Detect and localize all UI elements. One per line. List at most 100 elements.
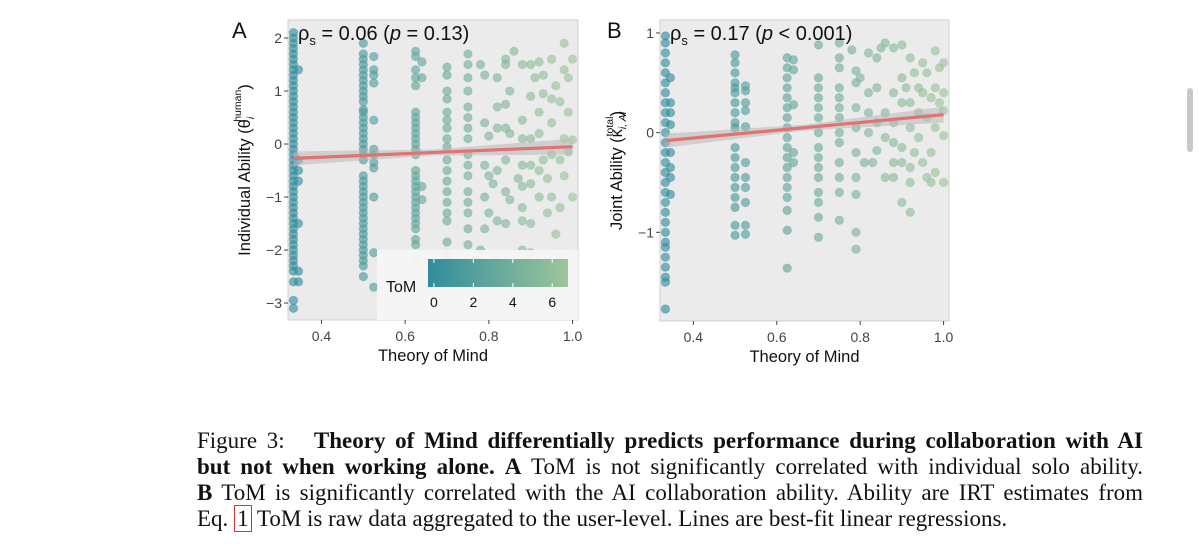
data-point xyxy=(293,176,304,186)
data-point xyxy=(479,70,490,80)
caption-line-1: Figure 3: Theory of Mind differentially … xyxy=(197,428,1143,454)
data-point xyxy=(563,107,574,117)
data-point xyxy=(442,155,452,165)
data-point xyxy=(463,112,473,123)
data-point xyxy=(938,58,949,68)
data-point xyxy=(930,46,940,56)
regression-line xyxy=(665,113,944,143)
data-point xyxy=(782,162,792,173)
caption-panel-b-label: B xyxy=(197,480,213,505)
y-tick-label: −3 xyxy=(266,295,282,311)
data-point xyxy=(665,73,676,83)
data-point xyxy=(897,98,907,108)
data-point xyxy=(660,217,671,228)
data-point xyxy=(813,93,824,103)
data-point xyxy=(782,182,792,193)
data-point xyxy=(922,68,932,78)
data-point xyxy=(834,83,845,93)
caption-tail-text: ToM is raw data aggregated to the user-l… xyxy=(251,506,1008,531)
data-point xyxy=(665,107,676,118)
data-point xyxy=(730,58,740,68)
data-point xyxy=(442,86,452,96)
data-point xyxy=(417,181,427,192)
data-points xyxy=(660,31,949,314)
data-point xyxy=(930,122,940,133)
caption-panel-b-text: ToM is significantly correlated with the… xyxy=(212,480,1143,505)
data-point xyxy=(551,81,561,91)
data-point xyxy=(782,205,792,216)
data-point xyxy=(369,163,379,173)
data-point xyxy=(538,70,548,80)
data-point xyxy=(660,262,671,272)
data-point xyxy=(410,51,421,62)
data-point xyxy=(834,53,845,63)
y-label-superscript: total xyxy=(604,117,616,137)
data-point xyxy=(782,73,792,83)
data-point xyxy=(484,171,494,181)
caption-line-3: B ToM is significantly correlated with t… xyxy=(197,480,1143,506)
data-point xyxy=(526,179,536,189)
data-point xyxy=(293,65,304,75)
data-point xyxy=(442,62,452,72)
data-point xyxy=(788,147,799,158)
data-point xyxy=(730,182,740,193)
data-point xyxy=(442,208,452,218)
data-point xyxy=(526,160,536,170)
data-point xyxy=(559,38,569,49)
plot-panel xyxy=(659,19,950,322)
data-point xyxy=(492,216,502,226)
data-point xyxy=(559,65,569,75)
regression-line xyxy=(293,145,573,160)
data-point xyxy=(834,127,845,138)
figure-label: Figure 3: xyxy=(197,428,285,453)
data-point xyxy=(730,107,740,118)
x-tick-label: 0.4 xyxy=(684,329,704,345)
annotation-value: = 0.06 ( xyxy=(316,23,390,45)
correlation-annotation: ρs = 0.06 (p = 0.13) xyxy=(298,23,469,48)
rho-symbol: ρ xyxy=(298,23,309,45)
caption-title-cont: but not when working alone. xyxy=(197,454,495,479)
data-point xyxy=(509,46,519,56)
data-point xyxy=(534,192,544,202)
data-point xyxy=(442,94,452,104)
data-point xyxy=(500,218,511,229)
data-point xyxy=(555,155,565,165)
data-point xyxy=(926,147,936,158)
y-label-superscript: human xyxy=(232,90,244,122)
data-point xyxy=(463,187,473,197)
y-tick-label: 1 xyxy=(646,25,654,41)
y-tick-label: −2 xyxy=(266,242,282,258)
data-point xyxy=(369,115,379,125)
data-point xyxy=(740,182,751,193)
data-point xyxy=(665,189,676,200)
data-point xyxy=(369,70,379,80)
data-point xyxy=(463,86,473,96)
figure-caption: Figure 3: Theory of Mind differentially … xyxy=(197,428,1143,532)
data-point xyxy=(909,147,920,158)
data-point xyxy=(863,107,874,118)
data-point xyxy=(517,160,528,170)
data-point xyxy=(897,73,907,83)
correlation-annotation: ρs = 0.17 (p < 0.001) xyxy=(670,23,852,48)
data-point xyxy=(567,54,578,64)
data-point xyxy=(863,127,874,138)
data-point xyxy=(926,177,936,188)
data-point xyxy=(517,59,528,70)
scrollbar[interactable] xyxy=(1187,88,1193,152)
data-point xyxy=(665,119,676,130)
data-point xyxy=(534,165,544,176)
data-point xyxy=(660,242,671,252)
data-point xyxy=(813,152,824,163)
data-point xyxy=(813,187,824,198)
data-point xyxy=(526,134,536,144)
equation-reference-link[interactable]: 1 xyxy=(234,505,252,532)
p-symbol: p xyxy=(761,23,773,45)
caption-line-2: but not when working alone. A ToM is not… xyxy=(197,454,1143,480)
data-point xyxy=(567,192,578,202)
data-point xyxy=(479,192,490,202)
data-point xyxy=(740,105,751,116)
data-point xyxy=(546,54,557,64)
data-point xyxy=(526,59,536,70)
data-point xyxy=(526,218,536,229)
data-point xyxy=(660,48,671,58)
